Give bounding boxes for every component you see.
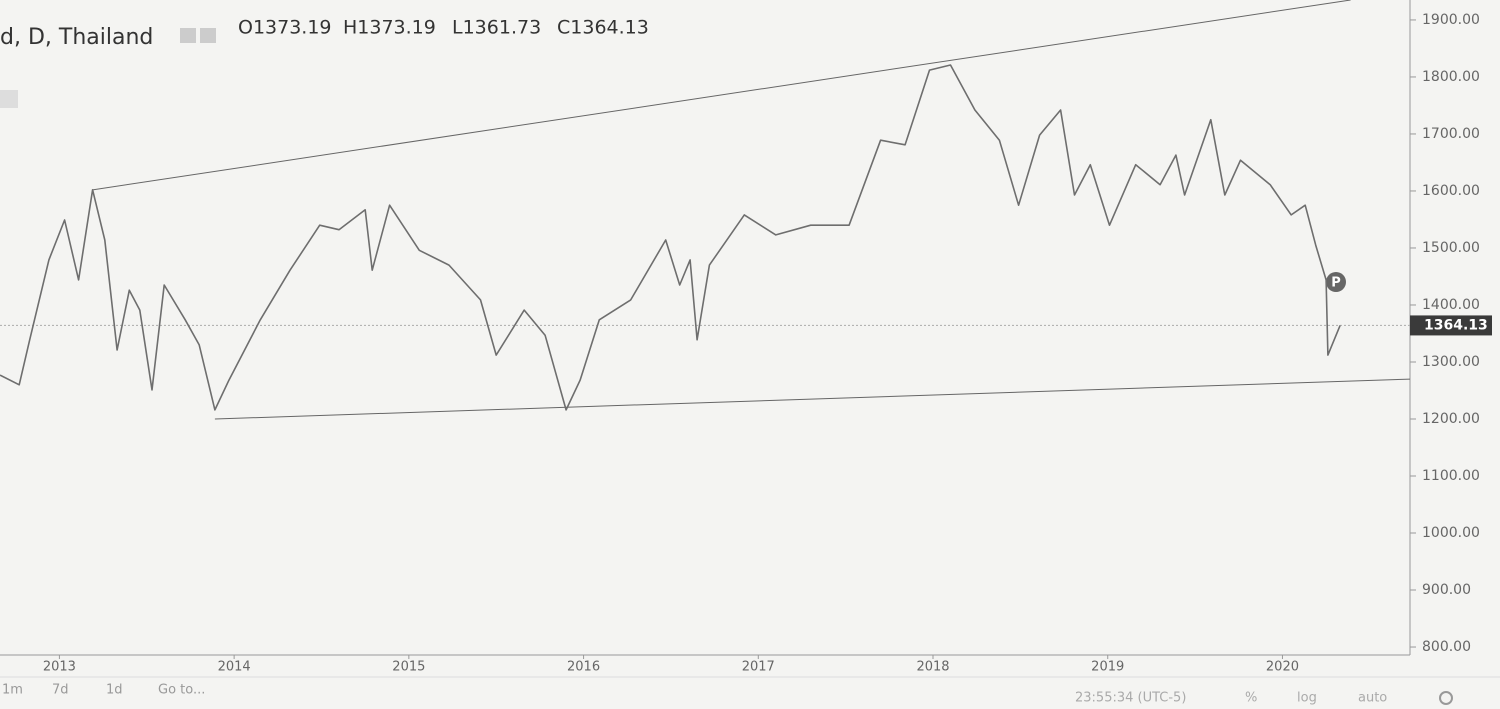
y-tick-label: 1900.00 — [1422, 12, 1480, 28]
toolbar-item: 23:55:34 (UTC-5) — [1075, 691, 1186, 706]
y-tick-label: 1500.00 — [1422, 240, 1480, 256]
symbol-title[interactable]: d, D, Thailand — [0, 25, 153, 50]
x-tick-label: 2013 — [43, 660, 76, 675]
ohlc-value: L1361.73 — [452, 17, 541, 39]
marker-letter: P — [1331, 276, 1341, 291]
y-tick-label: 800.00 — [1422, 639, 1471, 655]
y-tick-label: 1600.00 — [1422, 183, 1480, 199]
y-tick-label: 1400.00 — [1422, 297, 1480, 313]
close-icon[interactable] — [0, 90, 18, 108]
x-tick-label: 2017 — [742, 660, 775, 675]
price-tag-label: 1364.13 — [1424, 317, 1488, 333]
y-tick-label: 1200.00 — [1422, 411, 1480, 427]
price-tag — [1410, 315, 1492, 336]
toolbar-button[interactable]: Go to... — [158, 683, 205, 698]
x-tick-label: 2020 — [1266, 660, 1299, 675]
toolbar-item[interactable]: % — [1245, 691, 1257, 706]
ohlc-value: O1373.19 — [238, 17, 332, 39]
trend-line — [214, 378, 1411, 420]
x-tick-label: 2014 — [218, 660, 251, 675]
x-tick-label: 2015 — [392, 660, 425, 675]
toolbar-item[interactable]: auto — [1358, 691, 1387, 706]
toolbar-button[interactable]: 1m — [2, 683, 23, 698]
ohlc-value: C1364.13 — [557, 17, 649, 39]
marker-icon[interactable] — [1326, 272, 1346, 292]
toggle-icon[interactable] — [180, 28, 196, 43]
trend-line — [92, 0, 1351, 191]
y-tick-label: 900.00 — [1422, 582, 1471, 598]
x-tick-label: 2016 — [567, 660, 600, 675]
toolbar-button[interactable]: 1d — [106, 683, 123, 698]
y-tick-label: 1100.00 — [1422, 468, 1480, 484]
x-tick-label: 2019 — [1091, 660, 1124, 675]
settings-gear[interactable] — [1439, 691, 1453, 705]
settings-icon[interactable] — [200, 28, 216, 43]
toolbar-button[interactable]: 7d — [52, 683, 69, 698]
y-tick-label: 1800.00 — [1422, 69, 1480, 85]
y-tick-label: 1300.00 — [1422, 354, 1480, 370]
x-tick-label: 2018 — [916, 660, 949, 675]
toolbar-item[interactable]: log — [1297, 691, 1317, 706]
y-tick-label: 1000.00 — [1422, 525, 1480, 541]
ohlc-value: H1373.19 — [343, 17, 436, 39]
y-tick-label: 1700.00 — [1422, 126, 1480, 142]
price-line — [0, 64, 1341, 411]
